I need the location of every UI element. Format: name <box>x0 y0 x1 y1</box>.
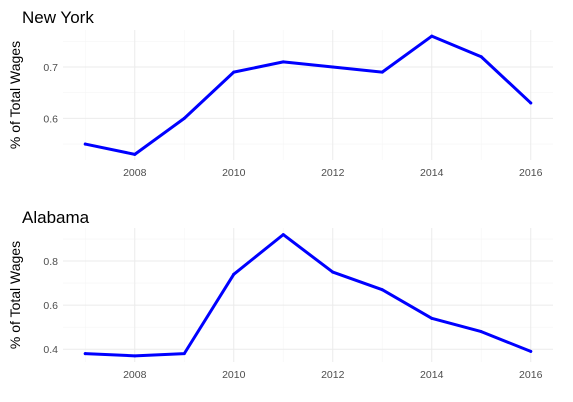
data-point <box>83 142 87 146</box>
data-point <box>331 65 335 69</box>
y-axis-label: % of Total Wages <box>7 241 23 349</box>
x-tick-label: 2012 <box>321 167 345 179</box>
data-point <box>331 270 335 274</box>
data-point <box>430 34 434 38</box>
x-tick-label: 2014 <box>420 369 444 381</box>
data-point <box>133 354 137 358</box>
data-point <box>182 352 186 356</box>
panel-1: Alabama % of Total Wages 2008 2010 2012 2014 2… <box>7 208 553 381</box>
x-tick-label: 2010 <box>222 369 246 381</box>
x-tick-label: 2008 <box>123 369 147 381</box>
series-line-0 <box>83 233 533 358</box>
y-tick-label: 0.6 <box>43 113 58 125</box>
data-point <box>380 288 384 292</box>
data-point <box>430 316 434 320</box>
y-tick-label: 0.7 <box>43 62 58 74</box>
y-tick-label: 0.6 <box>43 300 58 312</box>
data-point <box>529 349 533 353</box>
y-axis-label: % of Total Wages <box>7 41 23 149</box>
x-tick-label: 2016 <box>519 369 543 381</box>
data-point <box>281 233 285 237</box>
data-point <box>380 70 384 74</box>
series-line-0 <box>83 34 533 156</box>
data-point <box>133 152 137 156</box>
x-tick-label: 2016 <box>519 167 543 179</box>
data-point <box>281 60 285 64</box>
data-point <box>232 272 236 276</box>
x-tick-label: 2010 <box>222 167 246 179</box>
data-point <box>182 116 186 120</box>
chart-title: Alabama <box>22 208 90 227</box>
x-tick-label: 2014 <box>420 167 444 179</box>
y-tick-label: 0.4 <box>43 344 58 356</box>
data-point <box>479 330 483 334</box>
data-point <box>83 352 87 356</box>
y-tick-label: 0.8 <box>43 256 58 268</box>
data-point <box>529 101 533 105</box>
data-point <box>232 70 236 74</box>
chart-title: New York <box>22 8 94 27</box>
x-tick-label: 2012 <box>321 369 345 381</box>
panel-0: New York % of Total Wages 2008 2010 2012 2014… <box>7 8 553 179</box>
x-tick-label: 2008 <box>123 167 147 179</box>
data-point <box>479 55 483 59</box>
